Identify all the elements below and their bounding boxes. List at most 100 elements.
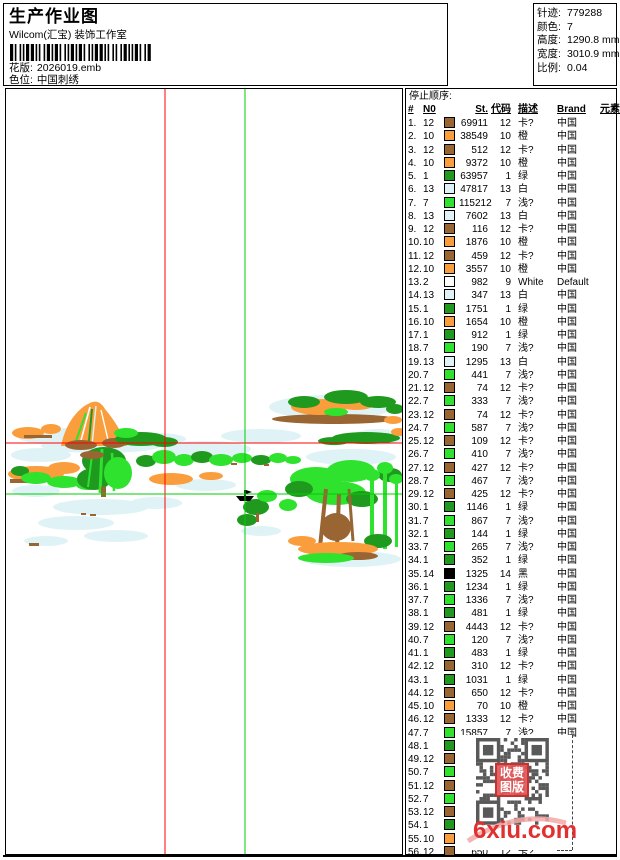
thread-color-swatch [444, 633, 455, 645]
stat-height: 高度: 1290.8 mm [537, 34, 620, 47]
table-row: 39. 12 4443 12 卡? 中国 [408, 620, 577, 633]
thread-color-swatch [444, 289, 455, 301]
table-row: 50. 7 [406, 766, 616, 779]
table-row: 24. 7 587 7 浅? 中国 [408, 421, 577, 434]
table-row: 53. 12 [406, 806, 616, 819]
thread-color-swatch [444, 236, 455, 248]
table-row: 7. 7 115212 7 浅? 中国 [408, 196, 577, 209]
thread-color-swatch [444, 262, 455, 274]
table-header-row: # N0 St. 代码 描述 Brand 元素 [408, 104, 620, 115]
table-row: 37. 7 1336 7 浅? 中国 [408, 594, 577, 606]
table-row: 21. 12 74 12 卡? 中国 [408, 382, 577, 394]
table-row: 31. 7 867 7 浅? 中国 [408, 514, 577, 527]
table-row: 25. 12 109 12 卡? 中国 [408, 435, 577, 447]
thread-color-swatch [444, 196, 455, 208]
table-row: 16. 10 1654 10 橙中国 [408, 315, 577, 328]
thread-color-swatch [444, 647, 455, 658]
thread-color-swatch [444, 223, 455, 234]
table-row: 52. 7 [406, 792, 616, 806]
table-row: 42. 12 310 12 卡? 中国 [408, 660, 577, 673]
thread-color-swatch [444, 249, 455, 261]
table-row: 3. 12 512 12 卡? 中国 [408, 143, 577, 156]
header-info-panel: 生产作业图 Wilcom(汇宝) 装饰工作室 花版: 2026019.emb 色位… [3, 3, 448, 86]
barcode [10, 44, 151, 61]
table-row: 54. 1 [406, 819, 616, 832]
stop-sequence-table: # N0 St. 代码 描述 Brand 元素 1. 12 69911 12 卡? 中国 2. 10 3854… [406, 103, 620, 859]
thread-color-swatch [444, 488, 455, 499]
thread-color-swatch [444, 315, 455, 327]
table-row: 20. 7 441 7 浅? 中国 [408, 368, 577, 381]
thread-color-swatch [444, 753, 455, 764]
thread-color-swatch [444, 792, 455, 804]
table-row: 8. 13 7602 13 白中国 [408, 209, 577, 222]
thread-color-swatch [444, 554, 455, 566]
table-row: 41. 1 483 1 绿中国 [408, 647, 577, 659]
table-row: 44. 12 650 12 卡? 中国 [408, 686, 577, 699]
design-stats-panel: 针迹: 779288 颜色: 7 高度: 1290.8 mm 宽度: 3010.9 mm… [533, 3, 620, 86]
thread-color-swatch [444, 448, 455, 460]
table-row: 4. 10 9372 10 橙中国 [408, 156, 577, 169]
foreground-trees-left [77, 447, 132, 497]
small-trees-center [237, 490, 277, 526]
table-row: 48. 1 [406, 739, 616, 753]
stop-sequence-title: 停止顺序: [409, 91, 452, 102]
table-row: 5. 1 63957 1 绿中国 [408, 170, 577, 182]
table-row: 33. 7 265 7 浅? 中国 [408, 541, 577, 553]
pattern-file-value: 2026019.emb [36, 62, 102, 74]
thread-color-swatch [444, 130, 455, 142]
thread-color-swatch [444, 660, 455, 672]
page-title: 生产作业图 [9, 7, 99, 26]
thread-color-swatch [444, 594, 455, 605]
table-row: 29. 12 425 12 卡? 中国 [408, 488, 577, 500]
colorway-label: 色位: [9, 74, 33, 86]
thread-color-swatch [444, 302, 455, 314]
table-row: 47. 7 15857 7 浅? 中国 [408, 726, 577, 739]
thread-color-swatch [444, 514, 455, 526]
table-row: 18. 7 190 7 浅? 中国 [408, 342, 577, 355]
table-row: 22. 7 333 7 浅? 中国 [408, 395, 577, 408]
watermark-dashed-corner [557, 850, 572, 851]
thread-color-swatch [444, 766, 455, 778]
table-row: 9. 12 116 12 卡? 中国 [408, 223, 577, 235]
page-bottom-rule [3, 855, 617, 857]
thread-color-swatch [444, 580, 455, 592]
pattern-file-label: 花版: [9, 62, 33, 74]
thread-color-swatch [444, 329, 455, 340]
stat-width: 宽度: 3010.9 mm [537, 48, 620, 61]
thread-color-swatch [444, 607, 455, 619]
thread-color-swatch [444, 143, 455, 155]
thread-color-swatch [444, 368, 455, 380]
table-row: 55. 10 [406, 832, 616, 846]
table-row: 40. 7 120 7 浅? 中国 [408, 633, 577, 646]
thread-color-swatch [444, 395, 455, 407]
thread-color-swatch [444, 342, 455, 354]
pattern-file-line: 花版: 2026019.emb [9, 62, 447, 74]
top-right-island [272, 390, 402, 445]
stat-colors: 颜色: 7 [537, 20, 573, 33]
table-row: 12. 10 3557 10 橙中国 [408, 262, 577, 275]
thread-color-swatch [444, 117, 455, 128]
red-stamp: 收费 图版 [495, 763, 529, 797]
thread-color-swatch [444, 673, 455, 685]
thread-color-swatch [444, 461, 455, 473]
thread-color-swatch [444, 713, 455, 725]
colorway-line: 色位: 中国刺绣 [9, 74, 447, 86]
thread-color-swatch [444, 541, 455, 552]
thread-color-swatch [444, 700, 455, 711]
table-row: 13. 2 982 9 White Default [408, 276, 589, 288]
thread-color-swatch [444, 209, 455, 221]
table-row: 2. 10 38549 10 橙中国 [408, 130, 577, 143]
table-row: 10. 10 1876 10 橙中国 [408, 236, 577, 249]
watermark-site-text: 6xiu.com [473, 817, 578, 844]
thread-color-swatch [444, 382, 455, 393]
table-row: 34. 1 352 1 绿中国 [408, 554, 577, 567]
registration-crosshairs [6, 89, 402, 854]
thread-color-swatch [444, 819, 455, 831]
table-row: 32. 1 144 1 绿中国 [408, 527, 577, 540]
table-row: 17. 1 912 1 绿中国 [408, 329, 577, 341]
thread-color-swatch [444, 832, 455, 844]
middle-bush-row [136, 450, 301, 485]
thread-color-swatch [444, 408, 455, 420]
thread-color-swatch [444, 501, 455, 513]
